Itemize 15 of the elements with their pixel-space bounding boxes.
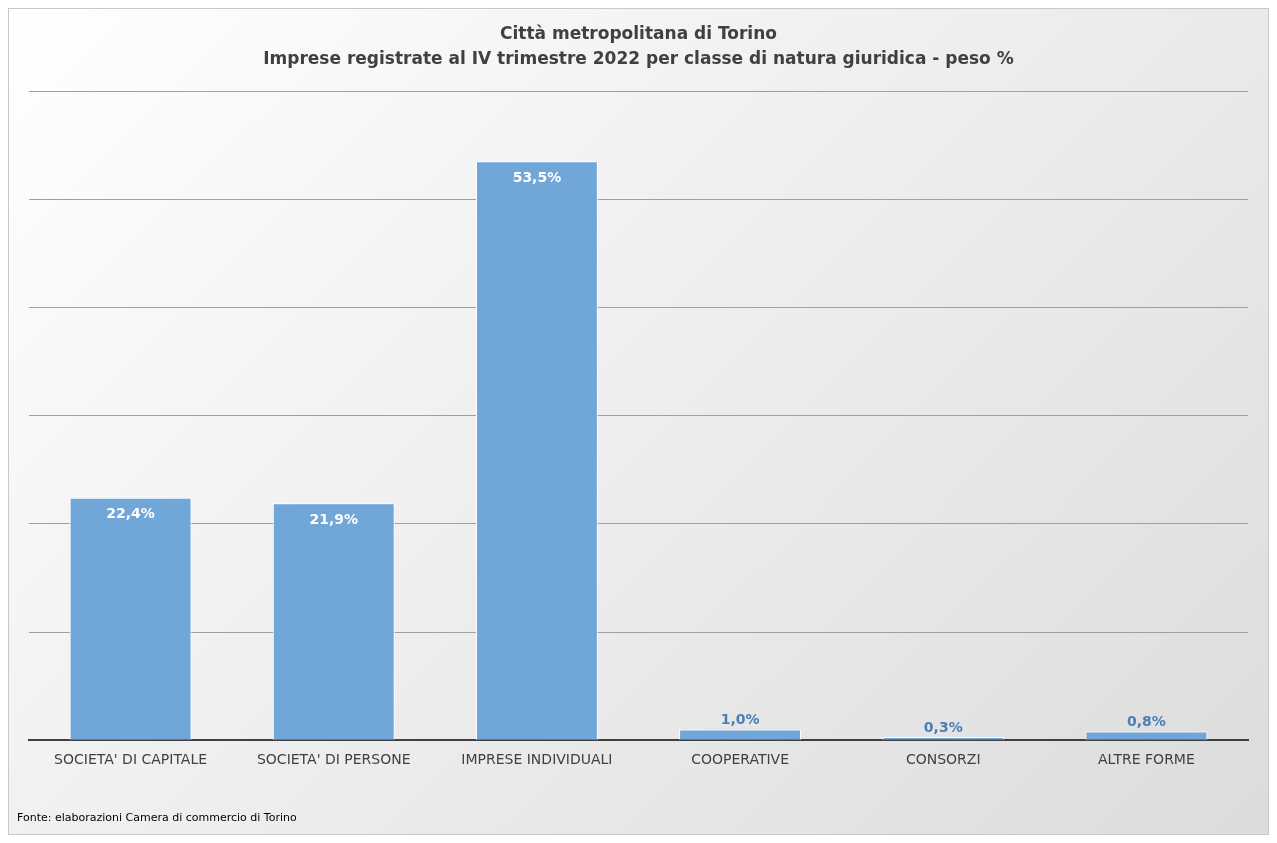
chart-title: Città metropolitana di Torino [499, 22, 778, 45]
x-tick-label: IMPRESE INDIVIDUALI [461, 751, 613, 768]
x-tick-label: SOCIETA' DI CAPITALE [54, 751, 208, 768]
data-label: 53,5% [512, 168, 562, 185]
data-label: 21,9% [309, 510, 359, 527]
data-label: 22,4% [106, 505, 155, 522]
x-tick-label: ALTRE FORME [1098, 751, 1195, 768]
source-note: Fonte: elaborazioni Camera di commercio di Torino [17, 811, 297, 824]
data-label: 0,8% [1127, 713, 1166, 730]
x-tick-label: COOPERATIVE [691, 751, 790, 768]
data-label: 0,3% [923, 718, 963, 735]
chart-subtitle: Imprese registrate al IV trimestre 2022 per classe di natura giuridica - peso % [262, 47, 1015, 70]
data-label: 1,0% [720, 711, 760, 728]
x-tick-label: CONSORZI [905, 751, 981, 768]
x-tick-label: SOCIETA' DI PERSONE [256, 751, 411, 768]
